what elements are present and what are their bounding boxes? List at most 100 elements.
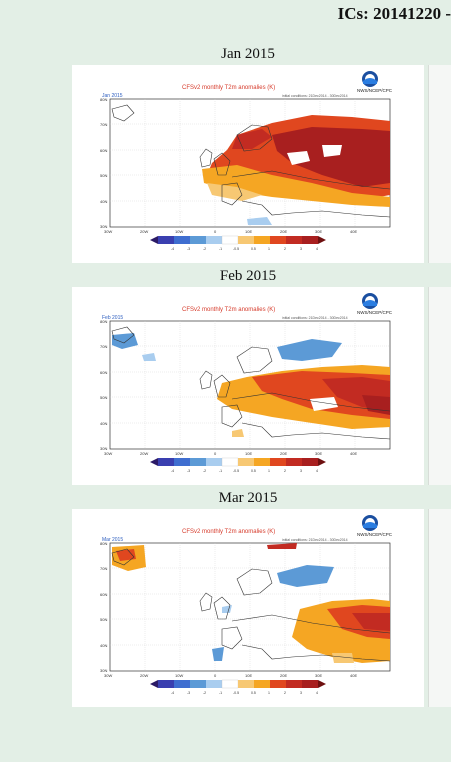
- lon-tick: 40E: [350, 229, 357, 234]
- init-conditions: initial conditions: 21Dec2014 - 30Dec201…: [282, 94, 348, 98]
- lat-tick: 50N: [100, 395, 107, 400]
- legend-tick: -1: [219, 691, 222, 695]
- lon-tick: 20W: [140, 229, 148, 234]
- lon-tick: 10W: [175, 229, 183, 234]
- month-title-feb: Feb 2015: [219, 268, 277, 284]
- lat-axis: 80N 70N 60N 50N 40N 30N: [100, 319, 107, 451]
- anomaly-map-mar: CFSv2 monthly T2m anomalies (K) NWS/NCEP…: [100, 515, 393, 695]
- lat-tick: 70N: [100, 344, 107, 349]
- adjacent-panel-edge: [428, 65, 451, 263]
- lat-tick: 50N: [100, 173, 107, 178]
- lat-tick: 30N: [100, 668, 107, 673]
- init-conditions: initial conditions: 21Dec2014 - 30Dec201…: [282, 316, 348, 320]
- legend-tick: -3: [187, 469, 190, 473]
- month-title-jan: Jan 2015: [221, 46, 275, 62]
- lat-tick: 70N: [100, 122, 107, 127]
- lon-tick: 20E: [280, 673, 287, 678]
- lon-axis: 30W 20W 10W 0 10E 20E 30E 40E: [104, 673, 357, 678]
- legend-tick: 2: [284, 469, 286, 473]
- legend-tick: 4: [316, 469, 318, 473]
- lat-tick: 40N: [100, 421, 107, 426]
- anomaly-regions: [202, 115, 390, 225]
- legend-tick: 1: [268, 691, 270, 695]
- anomaly-regions: [112, 543, 390, 663]
- map-title: CFSv2 monthly T2m anomalies (K): [182, 307, 275, 313]
- legend-tick: 4: [316, 247, 318, 251]
- anomaly-map-feb: CFSv2 monthly T2m anomalies (K) NWS/NCEP…: [100, 293, 393, 473]
- legend-tick: -4: [171, 469, 174, 473]
- lon-tick: 30E: [315, 229, 322, 234]
- lon-tick: 20E: [280, 229, 287, 234]
- legend-tick: -2: [203, 469, 206, 473]
- coastlines: [111, 104, 391, 218]
- lon-tick: 40E: [350, 451, 357, 456]
- lat-tick: 60N: [100, 370, 107, 375]
- legend-tick: 0.5: [251, 247, 256, 251]
- legend-tick: -0.5: [233, 691, 239, 695]
- lon-tick: 0: [214, 451, 217, 456]
- legend-ticks: -4 -3 -2 -1 -0.5 0.5 1 2 3 4: [171, 691, 318, 695]
- lon-tick: 30E: [315, 673, 322, 678]
- coastlines: [111, 548, 391, 662]
- map-panel-mar: CFSv2 monthly T2m anomalies (K) NWS/NCEP…: [72, 509, 424, 707]
- lat-tick: 80N: [100, 541, 107, 546]
- lon-tick: 0: [214, 229, 217, 234]
- lat-axis: 80N 70N 60N 50N 40N 30N: [100, 97, 107, 229]
- agency-label: NWS/NCEP/CPC: [357, 88, 393, 93]
- legend-ticks: -4 -3 -2 -1 -0.5 0.5 1 2 3 4: [171, 247, 318, 251]
- lon-tick: 10E: [245, 451, 252, 456]
- lon-tick: 40E: [350, 673, 357, 678]
- lat-tick: 30N: [100, 446, 107, 451]
- legend-tick: 2: [284, 691, 286, 695]
- lon-tick: 20W: [140, 673, 148, 678]
- legend-tick: -1: [219, 247, 222, 251]
- noaa-logo-icon: [362, 293, 378, 309]
- lon-axis: 30W 20W 10W 0 10E 20E 30E 40E: [104, 229, 357, 234]
- map-label: Feb 2015: [102, 315, 123, 321]
- lat-tick: 30N: [100, 224, 107, 229]
- legend-tick: -2: [203, 247, 206, 251]
- legend-tick: -0.5: [233, 247, 239, 251]
- lon-tick: 30W: [104, 451, 112, 456]
- legend-tick: 4: [316, 691, 318, 695]
- agency-label: NWS/NCEP/CPC: [357, 532, 393, 537]
- lon-tick: 30W: [104, 229, 112, 234]
- legend-tick: 1: [268, 247, 270, 251]
- lon-tick: 30E: [315, 451, 322, 456]
- agency-label: NWS/NCEP/CPC: [357, 310, 393, 315]
- init-conditions: initial conditions: 21Dec2014 - 30Dec201…: [282, 538, 348, 542]
- legend-tick: -0.5: [233, 469, 239, 473]
- legend-tick: 1: [268, 469, 270, 473]
- anomaly-map-jan: CFSv2 monthly T2m anomalies (K) NWS/NCEP…: [100, 71, 393, 251]
- noaa-logo-icon: [362, 515, 378, 531]
- legend-tick: 3: [300, 691, 302, 695]
- legend-tick: 2: [284, 247, 286, 251]
- legend-tick: -3: [187, 691, 190, 695]
- noaa-logo-icon: [362, 71, 378, 87]
- lat-tick: 40N: [100, 199, 107, 204]
- lat-tick: 70N: [100, 566, 107, 571]
- map-title: CFSv2 monthly T2m anomalies (K): [182, 85, 275, 91]
- legend-tick: 0.5: [251, 469, 256, 473]
- legend-tick: 0.5: [251, 691, 256, 695]
- lat-tick: 60N: [100, 592, 107, 597]
- legend-tick: -3: [187, 247, 190, 251]
- coastlines: [111, 326, 391, 440]
- lon-tick: 10W: [175, 451, 183, 456]
- lon-tick: 20W: [140, 451, 148, 456]
- map-label: Jan 2015: [102, 93, 123, 99]
- lon-tick: 0: [214, 673, 217, 678]
- legend-tick: -4: [171, 691, 174, 695]
- adjacent-panel-edge: [428, 509, 451, 707]
- legend-tick: -4: [171, 247, 174, 251]
- month-title-mar: Mar 2015: [218, 490, 278, 506]
- ics-header: ICs: 20141220 -: [337, 4, 451, 23]
- legend-tick: 3: [300, 469, 302, 473]
- map-panel-jan: CFSv2 monthly T2m anomalies (K) NWS/NCEP…: [72, 65, 424, 263]
- lon-axis: 30W 20W 10W 0 10E 20E 30E 40E: [104, 451, 357, 456]
- legend-tick: -2: [203, 691, 206, 695]
- lat-tick: 80N: [100, 97, 107, 102]
- color-legend: [150, 679, 326, 689]
- adjacent-panel-edge: [428, 287, 451, 485]
- legend-tick: 3: [300, 247, 302, 251]
